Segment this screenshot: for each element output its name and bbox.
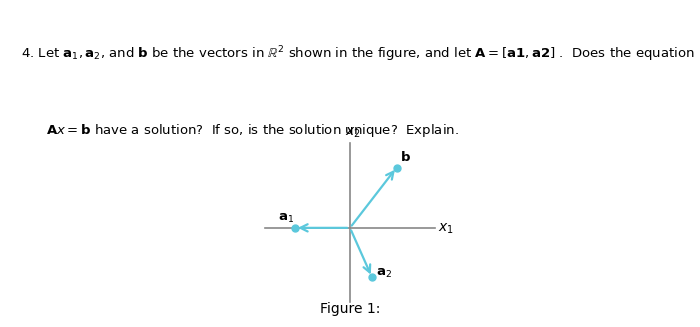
Text: Figure 1:: Figure 1: xyxy=(320,302,380,316)
Text: $\mathbf{b}$: $\mathbf{b}$ xyxy=(400,150,412,164)
Text: $\mathbf{A}x = \mathbf{b}$ have a solution?  If so, is the solution unique?  Exp: $\mathbf{A}x = \mathbf{b}$ have a soluti… xyxy=(46,122,459,139)
Text: 4. Let $\mathbf{a}_1, \mathbf{a}_2$, and $\mathbf{b}$ be the vectors in $\mathbb: 4. Let $\mathbf{a}_1, \mathbf{a}_2$, and… xyxy=(21,44,694,63)
Text: $x_1$: $x_1$ xyxy=(438,222,454,236)
Text: $\mathbf{a}_1$: $\mathbf{a}_1$ xyxy=(278,212,294,225)
Text: $x_2$: $x_2$ xyxy=(345,126,361,140)
Text: $\mathbf{a}_2$: $\mathbf{a}_2$ xyxy=(377,267,392,280)
